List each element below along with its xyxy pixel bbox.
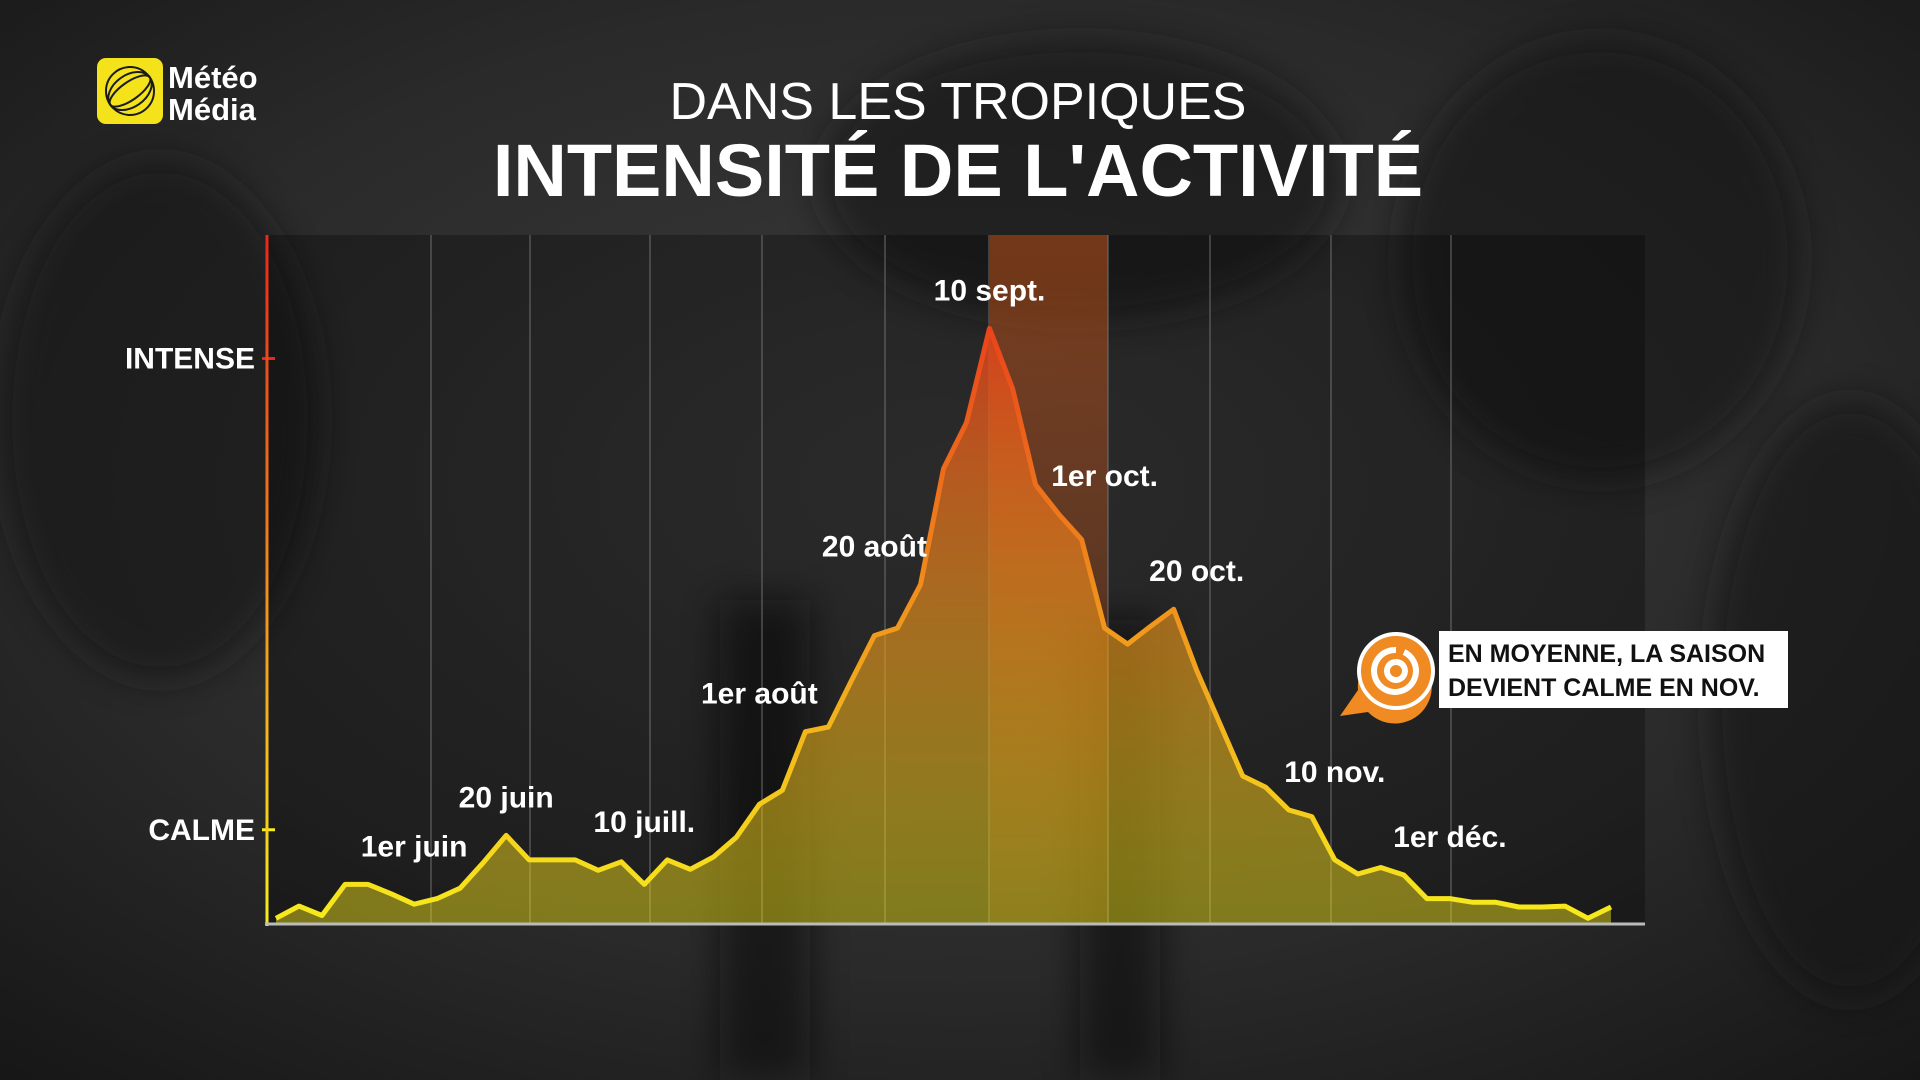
date-label: 1er juin: [361, 830, 468, 863]
callout: EN MOYENNE, LA SAISON DEVIENT CALME EN N…: [1340, 631, 1788, 724]
date-label: 20 août: [822, 531, 927, 564]
date-label: 10 juill.: [593, 806, 695, 839]
callout-box: [1439, 631, 1788, 708]
date-label: 1er oct.: [1051, 460, 1158, 493]
callout-text: EN MOYENNE, LA SAISON: [1448, 640, 1765, 668]
date-label: 20 juin: [459, 781, 554, 814]
logo-text: Météo: [168, 60, 258, 95]
date-label: 20 oct.: [1149, 555, 1244, 588]
callout-icon: [1357, 632, 1435, 710]
plot: CALME INTENSE 1er juin 20 juin 10 juill. 1er …: [125, 274, 1613, 924]
date-label: 1er déc.: [1393, 821, 1506, 854]
chart-subtitle: DANS LES TROPIQUES: [670, 73, 1247, 131]
area: [276, 328, 1611, 924]
y-tick-label: CALME: [148, 814, 255, 847]
date-label: 10 nov.: [1284, 756, 1385, 789]
hurricane-icon: [1371, 646, 1419, 695]
date-label: 1er août: [701, 678, 818, 711]
line: [274, 325, 1613, 921]
logo-globe: [105, 66, 155, 116]
callout-text: DEVIENT CALME EN NOV.: [1448, 674, 1760, 702]
chart-title: INTENSITÉ DE L'ACTIVITÉ: [493, 129, 1423, 212]
y-tick-label: INTENSE: [125, 343, 255, 376]
logo-text: Média: [168, 92, 257, 127]
date-label: 10 sept.: [934, 274, 1046, 307]
